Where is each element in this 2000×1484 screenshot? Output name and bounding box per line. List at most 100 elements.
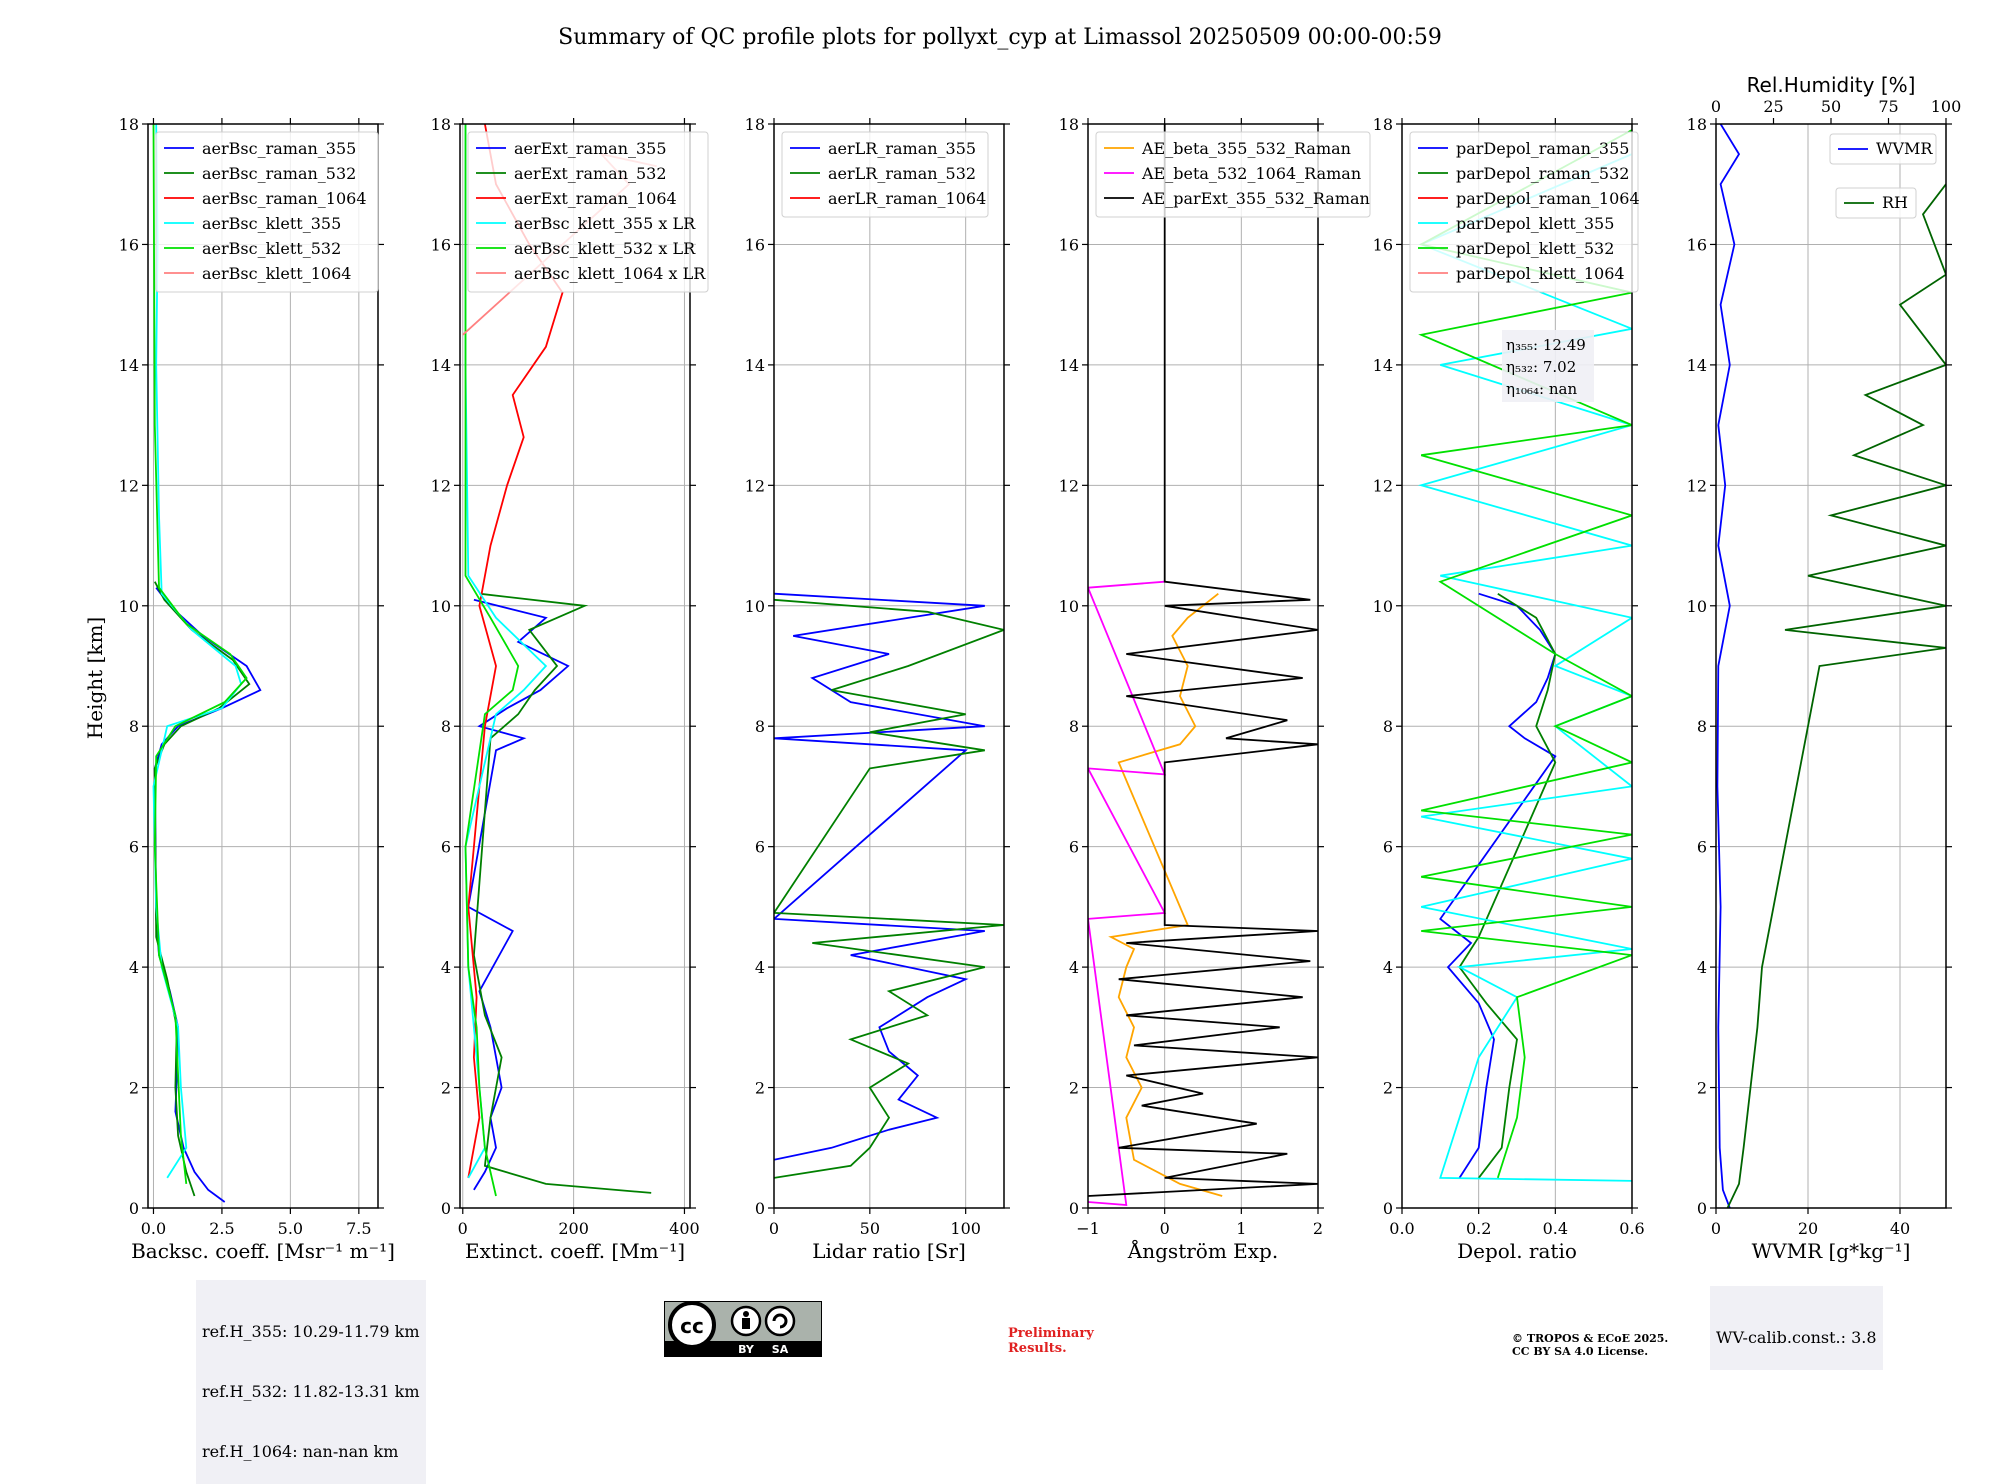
y-tick-label: 16 [431,235,451,254]
copyright-note: © TROPOS & ECoE 2025. CC BY SA 4.0 Licen… [1512,1332,1668,1358]
y-axis-label: Height [km] [83,617,107,739]
cc-sa-label: SA [772,1343,789,1356]
x-tick-label: 0 [769,1219,779,1238]
legend-label: aerBsc_raman_1064 [202,189,367,208]
x-tick-label: 1 [1236,1219,1246,1238]
x-tick-label: 2.5 [209,1219,234,1238]
series-line-wvmr [1716,124,1741,1208]
y-tick-label: 16 [119,235,139,254]
top-x-tick-label: 25 [1763,97,1783,116]
legend-label: AE_beta_532_1064_Raman [1141,164,1361,183]
y-tick-label: 18 [119,115,139,134]
y-tick-label: 4 [755,958,765,977]
series-line-aerext-raman-355 [467,598,570,1191]
y-tick-label: 16 [1373,235,1393,254]
y-tick-label: 10 [1059,597,1079,616]
legend-box [781,131,989,218]
eta-annotation: η₃₅₅: 12.49 η₅₃₂: 7.02 η₁₀₆₄: nan [1502,330,1594,402]
x-tick-label: 0 [458,1219,468,1238]
eta-annotation-line: η₅₃₂: 7.02 [1506,358,1576,376]
copyright-line-1: © TROPOS & ECoE 2025. [1512,1332,1669,1345]
legend-label: aerBsc_klett_355 [202,214,341,233]
legend: aerExt_raman_355 aerExt_raman_532 aerExt_r… [467,131,709,293]
legend-label: WVMR [1876,139,1933,158]
legend: AE_beta_355_532_Raman AE_beta_532_1064_Ra… [1095,131,1371,218]
y-tick-label: 16 [745,235,765,254]
y-tick-label: 4 [1383,958,1393,977]
y-tick-label: 10 [119,597,139,616]
series-line-aerbsc-klett-532-x-lr [464,124,520,1197]
y-tick-label: 12 [1373,476,1393,495]
legend-box [1835,187,1917,219]
x-axis-label: WVMR [g*kg⁻¹] [1752,1239,1911,1263]
legend-box [1095,131,1371,218]
y-tick-label: 12 [1059,476,1079,495]
axes-frame [459,123,691,1209]
legend-label: aerBsc_klett_532 x LR [514,239,696,258]
legend-box [155,131,379,293]
top-x-tick-label: 75 [1878,97,1898,116]
series-line-aerbsc-raman-532 [153,581,251,1197]
axes-frame [1401,123,1633,1209]
series-line-aerext-raman-532 [472,592,652,1194]
y-tick-label: 16 [1687,235,1707,254]
x-tick-label: 20 [1798,1219,1818,1238]
axes-frame [773,123,1005,1209]
y-tick-label: 6 [1383,838,1393,857]
y-tick-label: 10 [1373,597,1393,616]
top-x-tick-label: 50 [1821,97,1841,116]
y-tick-label: 8 [1697,717,1707,736]
y-tick-label: 6 [441,838,451,857]
cc-logo-text: cc [680,1314,704,1338]
legend-label: parDepol_klett_1064 [1456,264,1625,283]
x-tick-label: 2 [1313,1219,1323,1238]
y-tick-label: 8 [755,717,765,736]
copyright-line-2: CC BY SA 4.0 License. [1512,1345,1649,1358]
wv-calibration-box: WV-calib.const.: 3.8 [1710,1286,1883,1370]
series-line-aerlr-raman-355 [774,592,985,1161]
series-group [152,124,262,1203]
series-line-ae-beta-355-532-raman [1108,592,1223,1197]
x-tick-label: 0.4 [1543,1219,1568,1238]
y-tick-label: 14 [1687,356,1707,375]
y-tick-label: 2 [1069,1079,1079,1098]
axes-frame [1715,123,1947,1209]
series-line-aerext-raman-1064 [467,124,564,1179]
legend-rh: RH [1835,187,1917,219]
x-tick-label: −1 [1076,1219,1100,1238]
sa-circle-icon [764,1305,796,1337]
x-axis-label: Extinct. coeff. [Mm⁻¹] [465,1239,685,1263]
y-tick-label: 0 [1383,1199,1393,1218]
legend-label: aerLR_raman_532 [828,164,976,183]
legend-label: aerBsc_klett_1064 [202,264,351,283]
series-group [1417,129,1632,1182]
y-tick-label: 10 [745,597,765,616]
legend-label: parDepol_raman_1064 [1456,189,1640,208]
y-tick-label: 0 [755,1199,765,1218]
panel-depol: 0 2 4 6 8 10 12 14 16 18 0.0 0.2 0.4 0.6 Depol. ratio p… [1373,115,1645,1263]
y-tick-label: 14 [119,356,139,375]
y-tick-label: 18 [745,115,765,134]
preliminary-note: Preliminary Results. [1008,1326,1094,1356]
axes-frame [147,123,379,1209]
legend: aerLR_raman_355 aerLR_raman_532 aerLR_rama… [781,131,989,218]
y-tick-label: 12 [745,476,765,495]
legend-box [1409,131,1639,293]
legend-label: aerBsc_raman_532 [202,164,356,183]
series-group [774,592,1004,1179]
x-tick-label: 200 [558,1219,589,1238]
ref-height-532: ref.H_532: 11.82-13.31 km [202,1382,420,1401]
legend-label: parDepol_klett_355 [1456,214,1614,233]
y-tick-label: 2 [441,1079,451,1098]
cc-by-label: BY [738,1343,755,1356]
x-tick-label: 0.0 [141,1219,166,1238]
y-tick-label: 8 [129,717,139,736]
figure: Summary of QC profile plots for pollyxt_… [83,25,1962,1263]
legend-label: aerExt_raman_532 [514,164,667,183]
y-tick-label: 6 [1069,838,1079,857]
y-tick-label: 2 [755,1079,765,1098]
